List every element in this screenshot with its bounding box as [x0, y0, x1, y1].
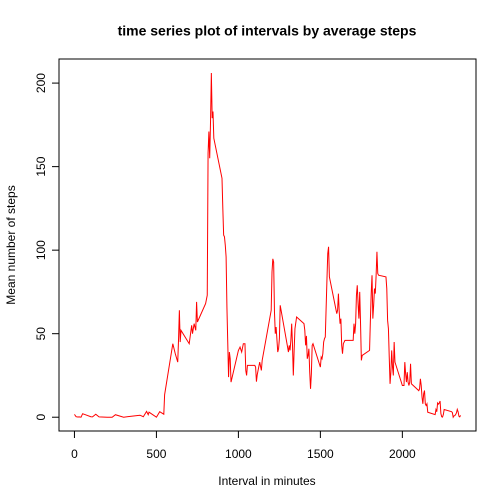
- x-tick-label: 1000: [225, 447, 252, 461]
- y-tick-label: 50: [34, 327, 48, 341]
- y-tick-label: 100: [34, 240, 48, 260]
- y-tick-label: 200: [34, 73, 48, 93]
- x-tick-label: 0: [71, 447, 78, 461]
- y-tick-label: 150: [34, 156, 48, 176]
- chart-title: time series plot of intervals by average…: [118, 23, 417, 39]
- x-tick-label: 2000: [389, 447, 416, 461]
- y-axis-label: Mean number of steps: [4, 185, 18, 304]
- x-tick-label: 1500: [307, 447, 334, 461]
- data-line: [74, 73, 461, 419]
- x-axis-label: Interval in minutes: [218, 474, 315, 488]
- plot-frame: [58, 58, 477, 432]
- y-tick-label: 0: [34, 414, 48, 421]
- x-tick-label: 500: [146, 447, 166, 461]
